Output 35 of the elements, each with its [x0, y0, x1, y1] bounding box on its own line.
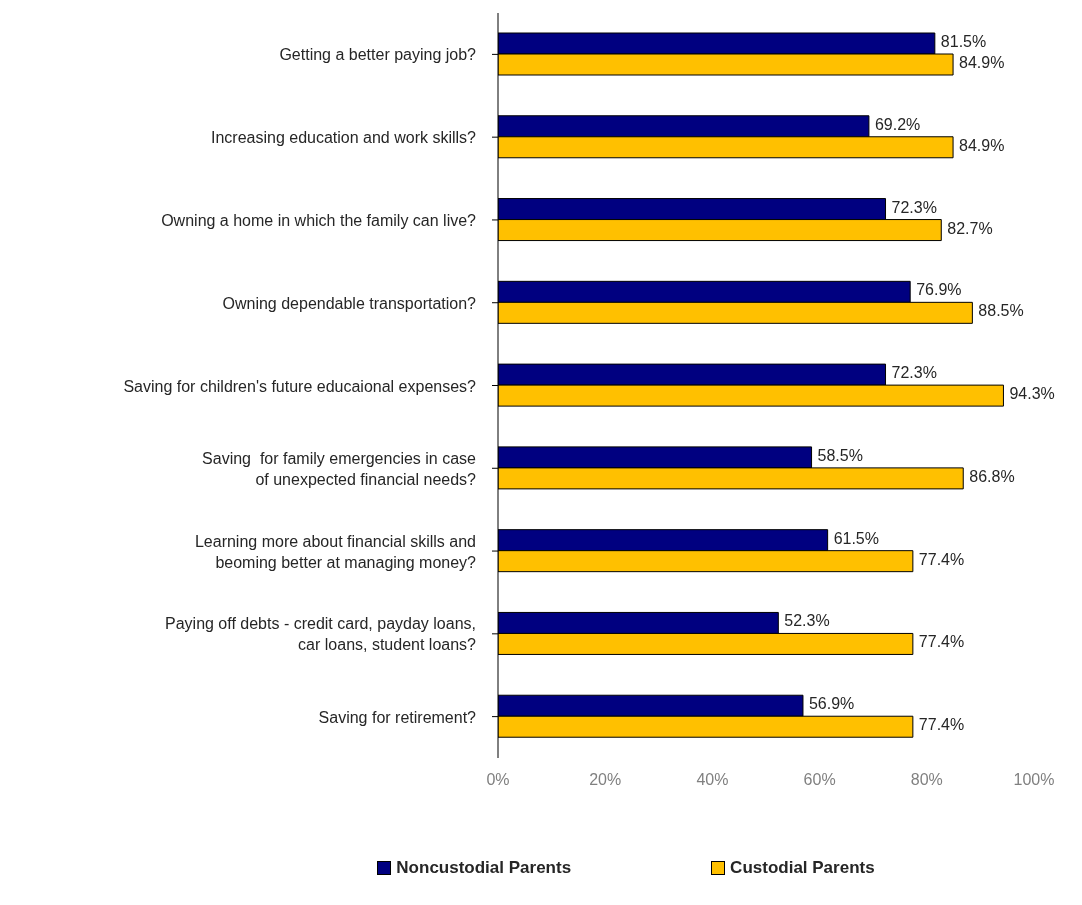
y-tick-label: Saving for family emergencies in case of unexpected financial needs?: [202, 449, 477, 488]
y-tick-label: Owning dependable transportation?: [222, 294, 477, 312]
y-tick-label: Paying off debts - credit card, payday loans, car loans, student loans?: [165, 614, 477, 653]
x-tick-label: 40%: [696, 771, 729, 789]
x-tick-label: 80%: [910, 771, 943, 789]
data-label: 81.5%: [940, 33, 987, 50]
data-label: 88.5%: [978, 302, 1024, 320]
legend-label: Noncustodial Parents: [396, 858, 572, 878]
data-label: 84.9%: [959, 136, 1005, 154]
data-label: 94.3%: [1009, 385, 1055, 403]
data-label: 69.2%: [874, 115, 921, 133]
data-label: 86.8%: [969, 467, 1015, 485]
data-label: 76.9%: [916, 281, 962, 299]
x-tick-label: 0%: [486, 771, 510, 789]
data-label: 56.9%: [808, 695, 855, 713]
y-tick-label: Increasing education and work skills?: [210, 128, 477, 146]
data-label: 77.4%: [918, 633, 965, 651]
data-label: 82.7%: [947, 219, 993, 237]
data-label: 72.3%: [891, 198, 937, 216]
y-tick-label: Saving for children's future educaional expenses?: [123, 377, 477, 394]
legend-label: Custodial Parents: [730, 858, 875, 878]
data-label: 58.5%: [817, 446, 863, 464]
x-tick-label: 100%: [1013, 771, 1055, 789]
y-tick-label: Owning a home in which the family can live?: [161, 211, 477, 229]
x-tick-label: 60%: [803, 771, 836, 789]
data-label: 84.9%: [959, 54, 1005, 71]
data-label: 77.4%: [918, 716, 965, 734]
data-label: 52.3%: [784, 612, 830, 630]
y-tick-label: Learning more about financial skills and beoming better at managing money?: [194, 532, 477, 571]
data-label: 61.5%: [833, 529, 880, 547]
y-tick-label: Saving for retirement?: [318, 708, 477, 726]
data-label: 72.3%: [891, 364, 937, 382]
data-label: 77.4%: [918, 550, 965, 568]
x-tick-label: 20%: [589, 771, 622, 789]
y-tick-label: Getting a better paying job?: [279, 45, 477, 63]
